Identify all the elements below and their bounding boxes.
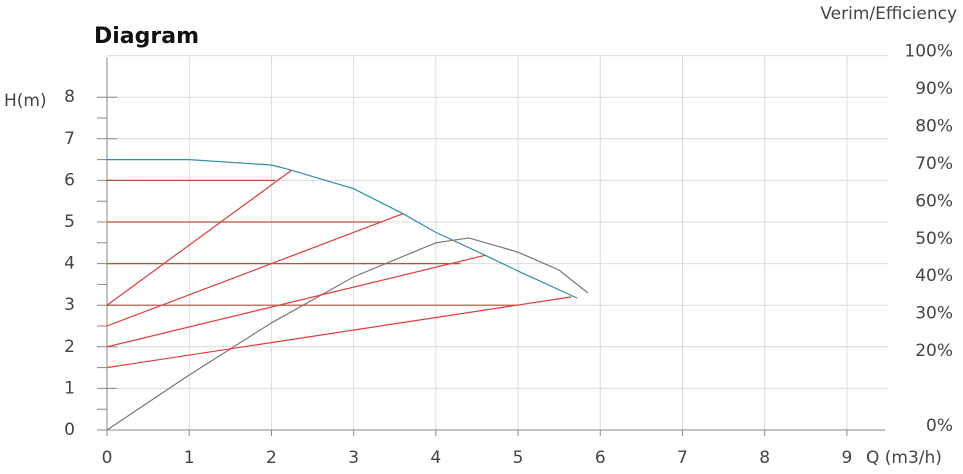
x-tick-label: 8: [759, 448, 770, 468]
y-tick-label: 3: [64, 295, 75, 315]
x-tick-label: 5: [513, 448, 524, 468]
y2-tick-label: 30%: [915, 304, 953, 324]
y-tick-label: 4: [64, 254, 75, 274]
series-line: [106, 296, 572, 369]
y2-tick-label: 50%: [915, 229, 953, 249]
x-tick-label: 1: [184, 448, 195, 468]
y2-tick-label: 90%: [915, 79, 953, 99]
y-tick-label: 7: [64, 129, 75, 149]
series-line: [106, 237, 589, 431]
series-line: [106, 213, 404, 327]
y2-tick-label: 60%: [915, 191, 953, 211]
x-tick-label: 7: [677, 448, 688, 468]
x-tick-label: 9: [841, 448, 852, 468]
y2-tick-label: 80%: [915, 116, 953, 136]
x-tick-label: 6: [595, 448, 606, 468]
chart-title: Diagram: [94, 24, 199, 49]
y-tick-label: 0: [64, 420, 75, 440]
x-axis-label: Q (m3/h): [866, 448, 942, 468]
y-tick-label: 1: [64, 378, 75, 398]
x-tick-label: 2: [266, 448, 277, 468]
y2-tick-label: 20%: [915, 341, 953, 361]
y2-tick-label: 100%: [904, 42, 953, 62]
y2-tick-label: 70%: [915, 154, 953, 174]
y2-tick-label: 40%: [915, 266, 953, 286]
x-tick-label: 0: [102, 448, 113, 468]
series-line: [106, 254, 486, 348]
x-tick-label: 3: [348, 448, 359, 468]
y-axis-label: H(m): [4, 91, 47, 111]
x-tick-label: 4: [430, 448, 441, 468]
y-tick-label: 8: [64, 87, 75, 107]
y-tick-label: 2: [64, 337, 75, 357]
y2-axis-label: Verim/Efficiency: [820, 4, 957, 24]
y2-tick-label: 0%: [926, 416, 953, 436]
y-tick-label: 5: [64, 212, 75, 232]
series-line: [106, 169, 293, 306]
series-line: [107, 159, 578, 299]
y-tick-label: 6: [64, 170, 75, 190]
